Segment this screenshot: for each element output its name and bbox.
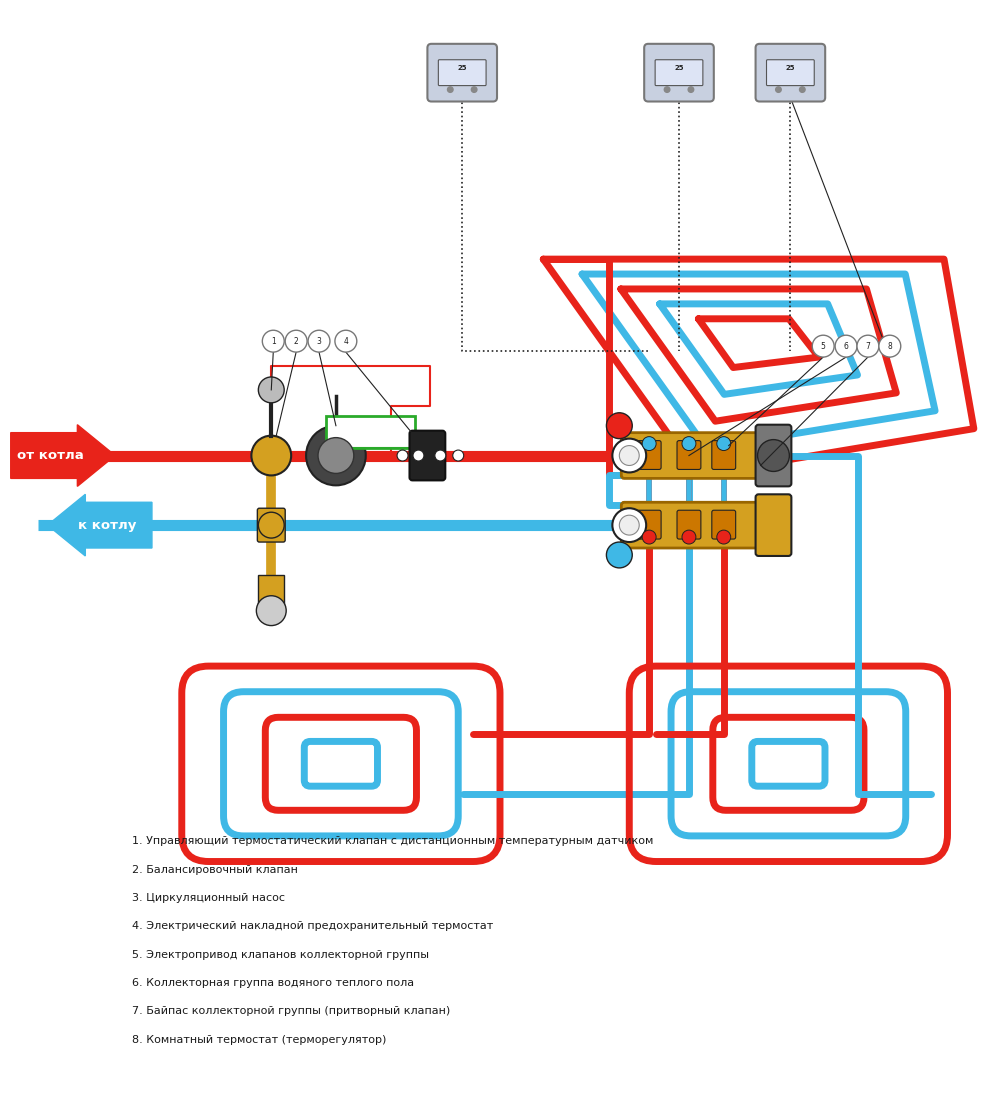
FancyBboxPatch shape <box>427 44 497 101</box>
Text: к котлу: к котлу <box>78 518 136 531</box>
Circle shape <box>717 437 731 451</box>
Circle shape <box>800 87 805 92</box>
Text: 3: 3 <box>317 337 321 345</box>
Circle shape <box>619 446 639 465</box>
Circle shape <box>776 87 781 92</box>
FancyBboxPatch shape <box>756 494 791 556</box>
Circle shape <box>612 508 646 542</box>
Circle shape <box>717 530 731 544</box>
Circle shape <box>688 87 694 92</box>
Circle shape <box>258 377 284 403</box>
FancyBboxPatch shape <box>410 431 445 481</box>
FancyBboxPatch shape <box>637 510 661 539</box>
FancyBboxPatch shape <box>257 508 285 542</box>
FancyBboxPatch shape <box>621 432 764 478</box>
FancyBboxPatch shape <box>712 441 736 470</box>
Circle shape <box>619 515 639 535</box>
Text: 1: 1 <box>271 337 276 345</box>
Circle shape <box>471 87 477 92</box>
Circle shape <box>413 450 424 461</box>
Text: 8. Комнатный термостат (терморегулятор): 8. Комнатный термостат (терморегулятор) <box>132 1035 386 1045</box>
Circle shape <box>258 513 284 538</box>
Text: 25: 25 <box>674 65 684 70</box>
FancyBboxPatch shape <box>767 59 814 86</box>
Circle shape <box>642 437 656 451</box>
Circle shape <box>857 336 879 358</box>
Circle shape <box>397 450 408 461</box>
Text: 7. Байпас коллекторной группы (притворный клапан): 7. Байпас коллекторной группы (притворны… <box>132 1006 450 1016</box>
Circle shape <box>262 330 284 352</box>
Text: от котла: от котла <box>17 449 84 462</box>
Text: 2: 2 <box>294 337 299 345</box>
Circle shape <box>612 439 646 472</box>
Circle shape <box>758 440 789 472</box>
Text: 4: 4 <box>343 337 348 345</box>
Text: 3. Циркуляционный насос: 3. Циркуляционный насос <box>132 893 285 903</box>
FancyBboxPatch shape <box>756 425 791 486</box>
Circle shape <box>606 542 632 568</box>
FancyBboxPatch shape <box>677 441 701 470</box>
Circle shape <box>306 426 366 485</box>
Text: 6: 6 <box>844 342 849 351</box>
Circle shape <box>682 530 696 544</box>
Text: 1. Управляющий термостатический клапан с дистанционным температурным датчиком: 1. Управляющий термостатический клапан с… <box>132 836 653 846</box>
Text: 6. Коллекторная группа водяного теплого пола: 6. Коллекторная группа водяного теплого … <box>132 978 414 988</box>
Text: 8: 8 <box>887 342 892 351</box>
Text: 25: 25 <box>457 65 467 70</box>
FancyBboxPatch shape <box>621 503 764 548</box>
Text: 5. Электропривод клапанов коллекторной группы: 5. Электропривод клапанов коллекторной г… <box>132 949 429 960</box>
Circle shape <box>335 330 357 352</box>
Bar <box>326 416 415 448</box>
Circle shape <box>606 412 632 439</box>
FancyBboxPatch shape <box>438 59 486 86</box>
Text: 25: 25 <box>786 65 795 70</box>
Circle shape <box>285 330 307 352</box>
Circle shape <box>682 437 696 451</box>
FancyArrow shape <box>11 425 115 486</box>
Circle shape <box>308 330 330 352</box>
FancyBboxPatch shape <box>644 44 714 101</box>
Text: 5: 5 <box>821 342 826 351</box>
FancyBboxPatch shape <box>655 59 703 86</box>
FancyBboxPatch shape <box>756 44 825 101</box>
Circle shape <box>835 336 857 358</box>
Circle shape <box>318 438 354 473</box>
Circle shape <box>453 450 464 461</box>
Text: 2. Балансировочный клапан: 2. Балансировочный клапан <box>132 865 298 874</box>
Circle shape <box>256 596 286 626</box>
Circle shape <box>435 450 446 461</box>
Bar <box>258 575 284 605</box>
Circle shape <box>879 336 901 358</box>
FancyBboxPatch shape <box>677 510 701 539</box>
Text: 4. Электрический накладной предохранительный термостат: 4. Электрический накладной предохранител… <box>132 922 493 932</box>
Circle shape <box>642 530 656 544</box>
Circle shape <box>664 87 670 92</box>
Circle shape <box>812 336 834 358</box>
FancyBboxPatch shape <box>712 510 736 539</box>
Text: 7: 7 <box>866 342 870 351</box>
Circle shape <box>447 87 453 92</box>
FancyBboxPatch shape <box>637 441 661 470</box>
FancyArrow shape <box>48 494 152 556</box>
Circle shape <box>251 436 291 475</box>
